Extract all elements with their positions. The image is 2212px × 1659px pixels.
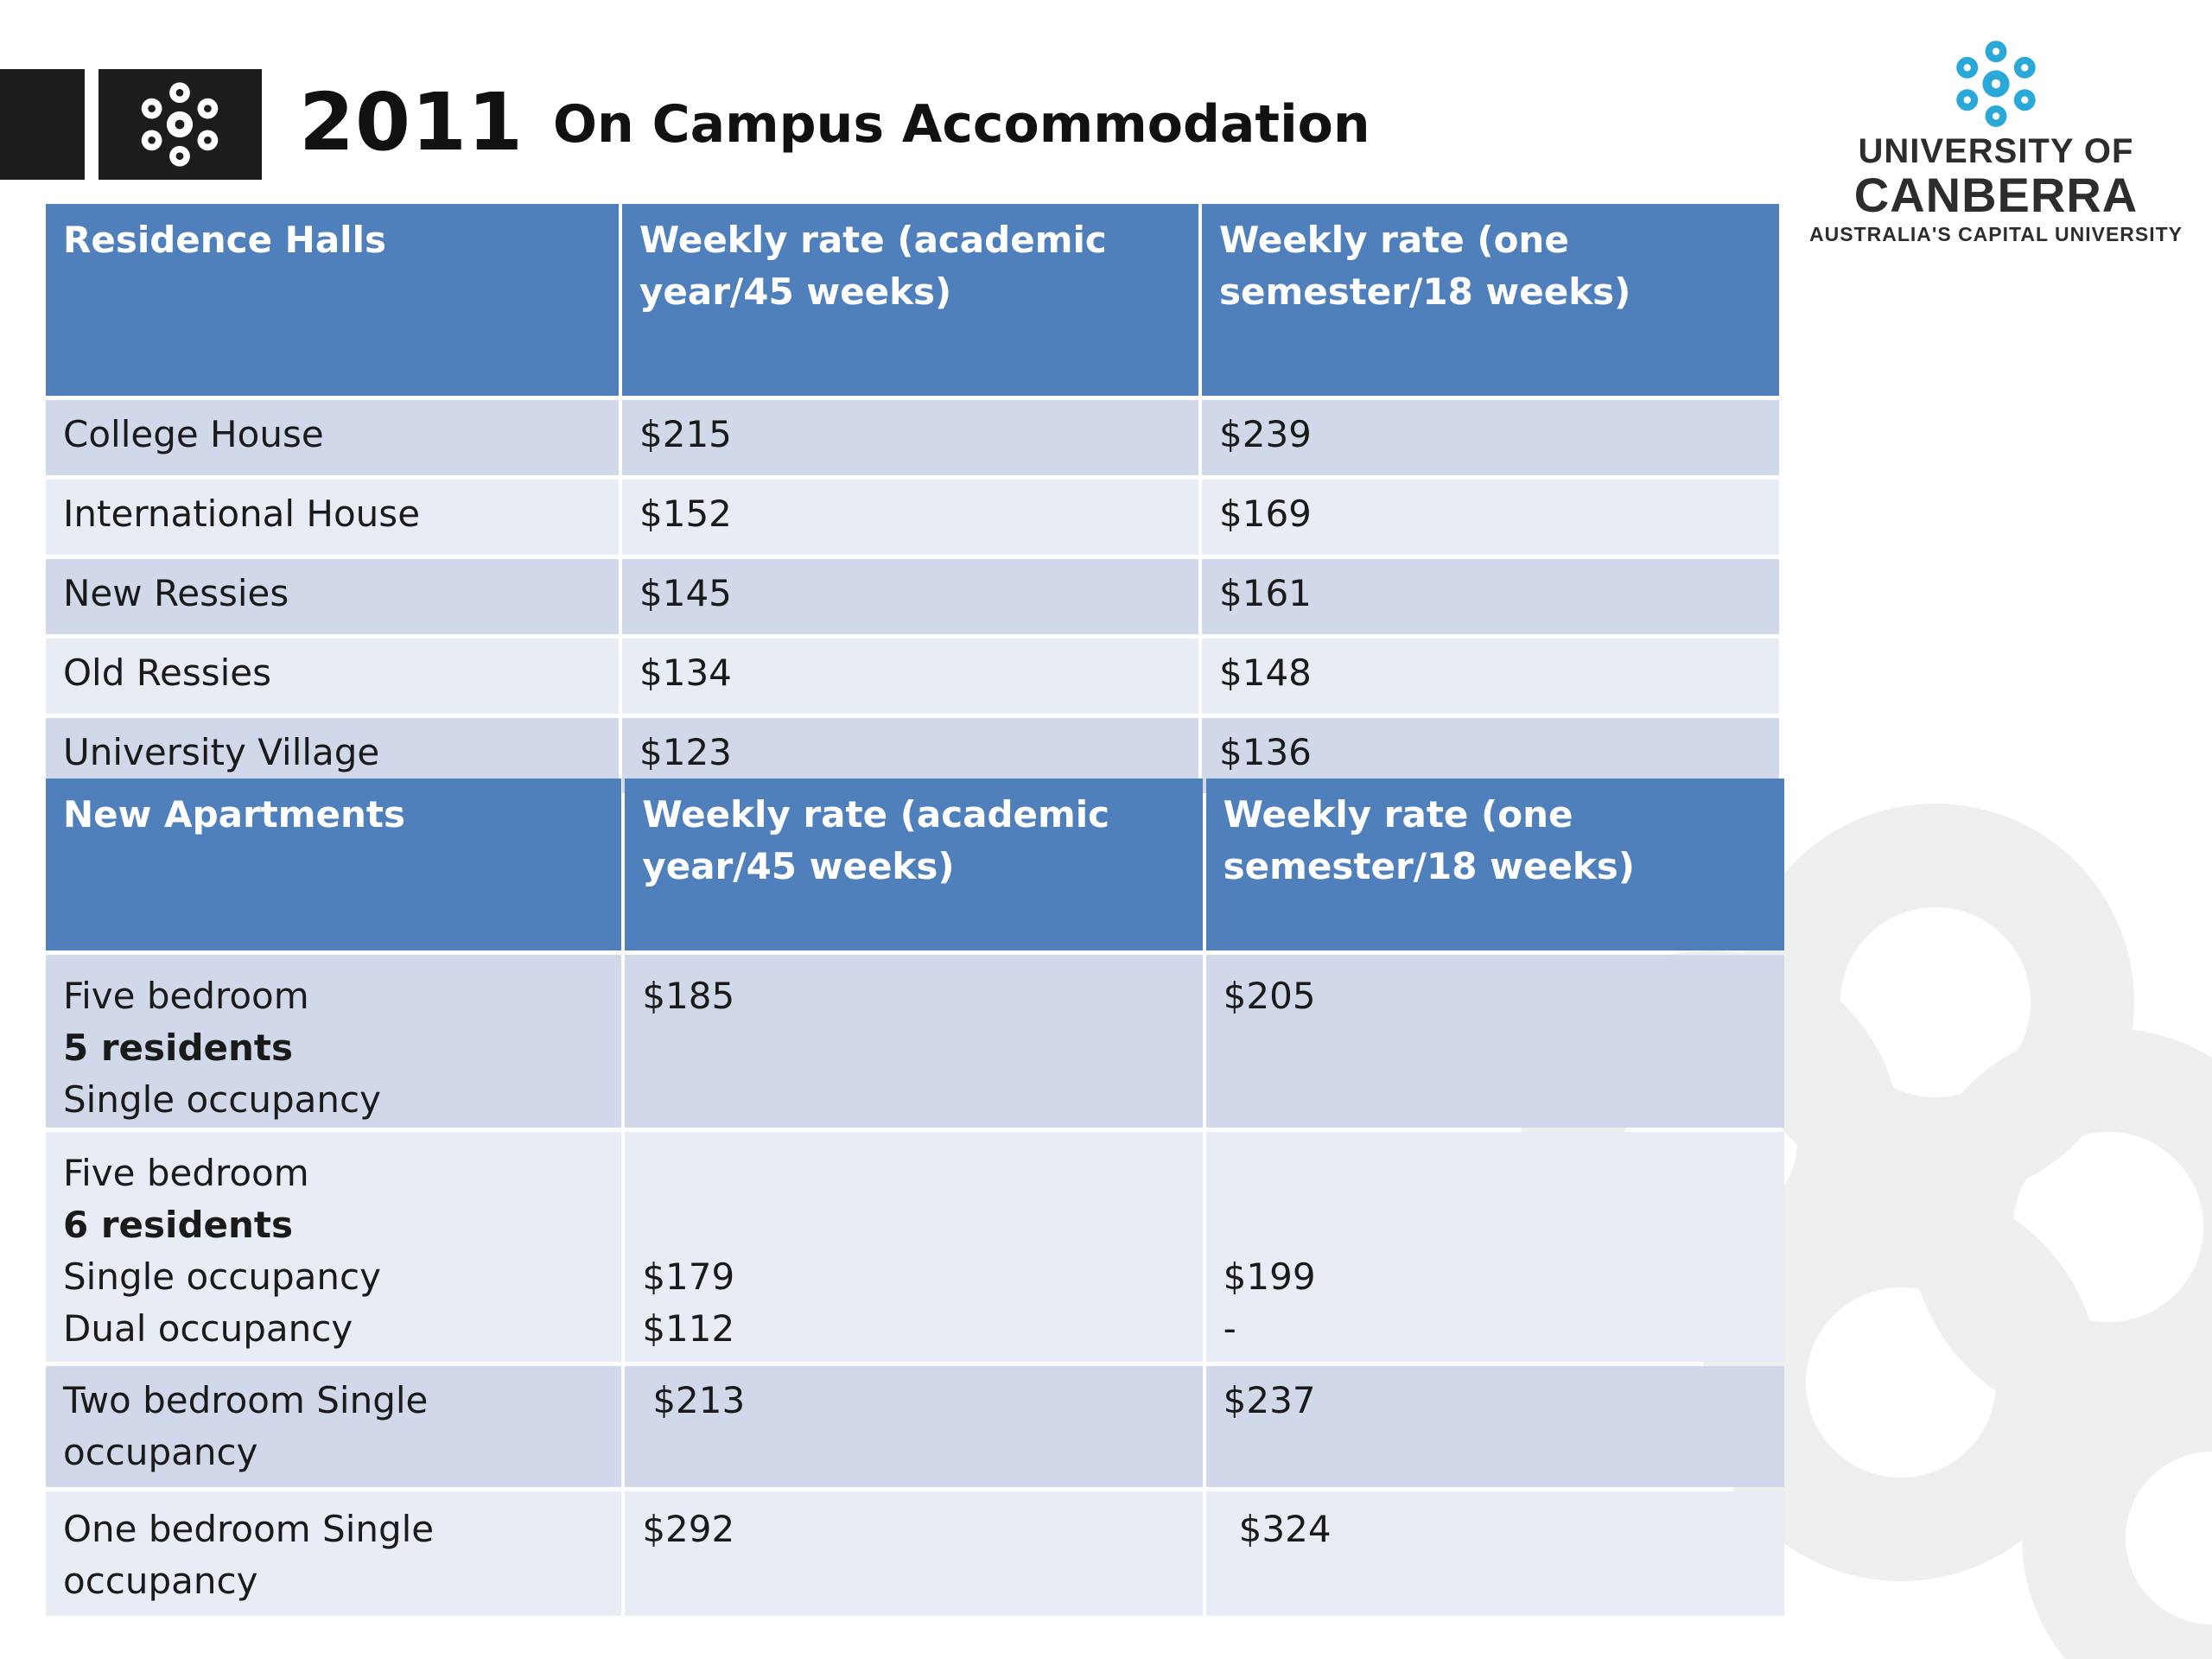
column-header: Weekly rate (academic year/45 weeks) (625, 779, 1203, 950)
semester-rate: $324 (1205, 1491, 1784, 1616)
academic-rate-single: $179 (642, 1255, 735, 1298)
academic-rate: $185 (625, 955, 1203, 1128)
semester-rate: $148 (1202, 639, 1779, 714)
apartment-type: One bedroom Single occupancy (46, 1491, 622, 1616)
semester-rate: $169 (1202, 480, 1779, 555)
header-logo-box (99, 69, 262, 180)
brand-line-2: CANBERRA (1853, 168, 2139, 222)
brand-tagline: AUSTRALIA'S CAPITAL UNIVERSITY (1808, 223, 2183, 245)
column-header: Weekly rate (one semester/18 weeks) (1202, 204, 1779, 396)
apartment-occupancy: Single occupancy (63, 1255, 381, 1298)
table-row: International House $152 $169 (46, 480, 1779, 555)
semester-rate: $237 (1205, 1366, 1784, 1487)
brand-line-1: UNIVERSITY OF (1858, 132, 2134, 170)
column-header: Weekly rate (one semester/18 weeks) (1205, 779, 1784, 950)
table-row: College House $215 $239 (46, 400, 1779, 475)
new-apartments-table: New Apartments Weekly rate (academic yea… (42, 774, 1788, 1620)
semester-rate: $161 (1202, 559, 1779, 634)
apartment-residents: 5 residents (63, 1027, 293, 1069)
academic-rate: $145 (622, 559, 1198, 634)
apartment-type: Two bedroom Single occupancy (46, 1366, 622, 1487)
table-row: Old Ressies $134 $148 (46, 639, 1779, 714)
snowflake-icon (141, 82, 219, 167)
header-black-block (0, 69, 85, 180)
apartment-type-line: Five bedroom (63, 975, 309, 1017)
page-title: On Campus Accommodation (553, 94, 1370, 155)
academic-rate: $179 $112 (625, 1132, 1203, 1362)
apartment-type: Five bedroom 5 residents Single occupanc… (46, 955, 622, 1128)
apartment-residents: 6 residents (63, 1204, 293, 1246)
table-row: Two bedroom Single occupancy $213 $237 (46, 1366, 1784, 1487)
academic-rate: $152 (622, 480, 1198, 555)
table-header-row: New Apartments Weekly rate (academic yea… (46, 779, 1784, 950)
semester-rate: $199 - (1205, 1132, 1784, 1362)
semester-rate-dual: - (1223, 1307, 1236, 1350)
table-header-row: Residence Halls Weekly rate (academic ye… (46, 204, 1779, 396)
table-row: One bedroom Single occupancy $292 $324 (46, 1491, 1784, 1616)
column-header: New Apartments (46, 779, 622, 950)
apartment-type: Five bedroom 6 residents Single occupanc… (46, 1132, 622, 1362)
table-row: New Ressies $145 $161 (46, 559, 1779, 634)
semester-rate: $205 (1205, 955, 1784, 1128)
academic-rate: $213 (625, 1366, 1203, 1487)
semester-rate-single: $199 (1223, 1255, 1316, 1298)
table-row: Five bedroom 6 residents Single occupanc… (46, 1132, 1784, 1362)
university-brand: UNIVERSITY OF CANBERRA AUSTRALIA'S CAPIT… (1806, 39, 2186, 248)
apartment-type-line: Five bedroom (63, 1152, 309, 1194)
hall-name: International House (46, 480, 619, 555)
residence-halls-table: Residence Halls Weekly rate (academic ye… (42, 200, 1783, 798)
academic-rate: $292 (625, 1491, 1203, 1616)
apartment-occupancy: Single occupancy (63, 1078, 381, 1121)
university-snowflake-logo-icon (1956, 41, 2036, 127)
semester-rate: $239 (1202, 400, 1779, 475)
hall-name: New Ressies (46, 559, 619, 634)
apartment-occupancy: Dual occupancy (63, 1307, 353, 1350)
column-header: Weekly rate (academic year/45 weeks) (622, 204, 1198, 396)
page-year: 2011 (299, 76, 524, 168)
academic-rate-dual: $112 (642, 1307, 735, 1350)
academic-rate: $134 (622, 639, 1198, 714)
hall-name: Old Ressies (46, 639, 619, 714)
column-header: Residence Halls (46, 204, 619, 396)
academic-rate: $215 (622, 400, 1198, 475)
table-row: Five bedroom 5 residents Single occupanc… (46, 955, 1784, 1128)
hall-name: College House (46, 400, 619, 475)
